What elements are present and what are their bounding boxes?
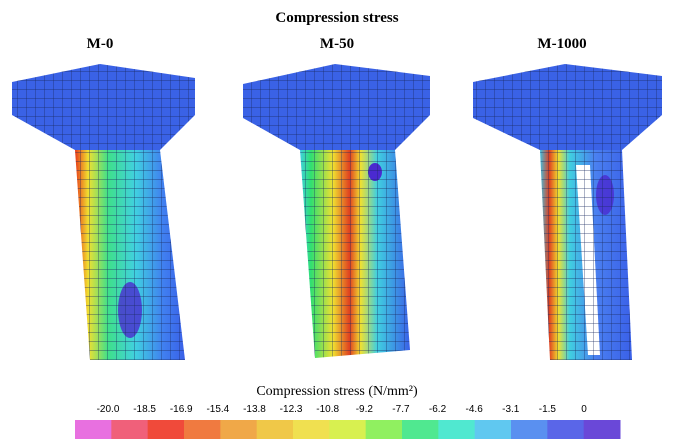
colorbar-swatch — [329, 420, 367, 439]
colorbar: -20.0 -18.5 -16.9 -15.4 -13.8 -12.3 -10.8 -9.2 -… — [75, 404, 621, 439]
colorbar-tick-label: -13.8 — [243, 404, 266, 415]
colorbar-swatch — [547, 420, 585, 439]
figure-title: Compression stress — [275, 10, 398, 26]
colorbar-tick-label: -1.5 — [539, 404, 557, 415]
colorbar-swatch — [75, 420, 112, 439]
panel-label: M-1000 — [537, 36, 586, 52]
panel-m0 — [12, 64, 195, 360]
colorbar-swatch — [583, 420, 621, 439]
colorbar-swatch — [438, 420, 476, 439]
colorbar-tick-label: -20.0 — [97, 404, 120, 415]
colorbar-tick-label: -6.2 — [429, 404, 447, 415]
colorbar-tick-label: -10.8 — [316, 404, 339, 415]
colorbar-tick-label: -16.9 — [170, 404, 193, 415]
panel-m50 — [243, 64, 430, 358]
colorbar-swatch — [474, 420, 512, 439]
colorbar-swatch — [511, 420, 548, 439]
colorbar-swatch — [147, 420, 185, 439]
panel-label: M-0 — [87, 36, 114, 52]
colorbar-tick-label: -3.1 — [502, 404, 520, 415]
colorbar-swatch — [365, 420, 403, 439]
colorbar-tick-label: -4.6 — [466, 404, 484, 415]
panel-m1000 — [473, 64, 662, 360]
colorbar-tick-label: -12.3 — [280, 404, 303, 415]
colorbar-title: Compression stress (N/mm²) — [256, 384, 418, 399]
colorbar-tick-label: -15.4 — [206, 404, 229, 415]
colorbar-swatch — [256, 420, 294, 439]
colorbar-tick-label: 0 — [581, 404, 587, 415]
colorbar-tick-label: -9.2 — [356, 404, 374, 415]
panel-label: M-50 — [320, 36, 354, 52]
colorbar-tick-label: -18.5 — [133, 404, 156, 415]
colorbar-swatch — [402, 420, 439, 439]
colorbar-swatch — [293, 420, 330, 439]
colorbar-swatch — [220, 420, 258, 439]
colorbar-tick-label: -7.7 — [392, 404, 410, 415]
colorbar-swatch — [184, 420, 221, 439]
colorbar-swatch — [111, 420, 149, 439]
